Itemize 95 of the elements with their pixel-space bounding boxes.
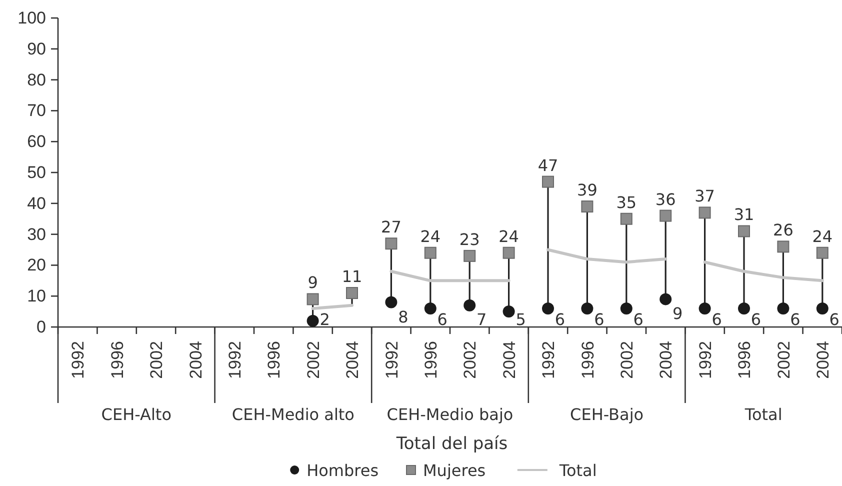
data-label: 5 — [516, 310, 526, 329]
x-tick-label: 2002 — [618, 341, 637, 379]
x-tick-label: 1996 — [264, 341, 284, 379]
y-tick-label: 10 — [27, 286, 46, 306]
data-label: 35 — [616, 192, 637, 212]
y-tick-label: 50 — [27, 162, 46, 182]
x-tick-label: 1996 — [422, 341, 441, 379]
data-label: 26 — [773, 220, 794, 240]
point — [581, 302, 594, 314]
data-label: 6 — [594, 310, 604, 329]
data-label: 8 — [398, 307, 408, 326]
data-label: 6 — [633, 310, 644, 329]
point — [306, 293, 319, 306]
text: CEH-Medio bajo — [386, 405, 514, 424]
x-axis-title: Total del país — [395, 434, 508, 454]
y-tick-label: 0 — [36, 317, 46, 336]
data-label: 23 — [459, 230, 480, 249]
data-label: 47 — [538, 156, 558, 175]
text: CEH-Medio alto — [232, 405, 354, 424]
x-tick-label: 2004 — [814, 341, 833, 379]
point — [502, 246, 515, 259]
point — [816, 302, 828, 314]
point — [346, 287, 358, 300]
x-tick-label: 1992 — [68, 341, 88, 379]
y-tick-label: 90 — [27, 39, 46, 58]
y-tick-label: 30 — [27, 224, 46, 244]
point — [620, 212, 632, 225]
point — [581, 200, 594, 212]
point — [542, 302, 554, 314]
data-label: 36 — [655, 190, 676, 209]
point — [542, 176, 554, 188]
y-tick-label: 40 — [27, 194, 46, 213]
data-label: 6 — [437, 310, 448, 329]
text: CEH-Alto — [101, 405, 172, 424]
x-tick-label: 2004 — [186, 341, 206, 379]
point — [424, 302, 436, 314]
data-label: 39 — [577, 180, 598, 200]
x-tick-label: 2004 — [500, 341, 519, 379]
data-label: 24 — [420, 226, 441, 246]
data-label: 27 — [381, 218, 402, 237]
point — [424, 246, 436, 259]
point — [738, 302, 750, 314]
point — [502, 306, 515, 318]
point — [660, 210, 672, 222]
x-tick-label: 1992 — [382, 341, 402, 379]
x-tick-label: 2004 — [343, 341, 362, 379]
text: Total — [744, 405, 782, 424]
x-tick-label: 1992 — [226, 341, 245, 379]
y-tick-label: 70 — [27, 101, 46, 120]
x-tick-label: 2002 — [304, 341, 323, 379]
data-label: 6 — [750, 310, 762, 329]
data-label: 37 — [694, 186, 715, 206]
x-tick-label: 2004 — [656, 341, 676, 379]
legend-label: Hombres — [306, 461, 379, 480]
data-label: 31 — [734, 205, 754, 224]
point — [698, 302, 711, 314]
point — [464, 250, 476, 262]
data-label: 6 — [829, 310, 840, 329]
x-tick-label: 1992 — [539, 341, 558, 379]
point — [620, 302, 632, 314]
y-tick-label: 100 — [18, 8, 46, 28]
x-tick-label: 1992 — [696, 341, 715, 379]
data-label: 6 — [790, 310, 800, 329]
point — [698, 206, 711, 219]
y-tick-label: 80 — [27, 70, 46, 90]
point — [464, 299, 476, 312]
data-label: 9 — [308, 273, 318, 292]
legend-label: Total — [558, 461, 597, 480]
point — [777, 302, 790, 314]
text: CEH-Bajo — [570, 405, 644, 424]
x-tick-label: 2002 — [774, 341, 794, 379]
point — [306, 314, 319, 327]
data-label: 2 — [320, 310, 330, 329]
data-label: 6 — [712, 310, 722, 329]
data-label: 24 — [498, 226, 519, 246]
point — [385, 238, 398, 250]
x-tick-label: 2002 — [147, 341, 166, 379]
legend-label: Mujeres — [423, 461, 486, 480]
data-label: 9 — [672, 304, 683, 324]
point — [385, 296, 398, 308]
x-tick-label: 1996 — [578, 341, 598, 379]
x-tick-label: 2002 — [460, 341, 480, 379]
data-label: 6 — [554, 310, 566, 329]
line-series — [703, 260, 824, 282]
data-label: 11 — [342, 267, 362, 286]
data-label: 7 — [476, 310, 487, 329]
data-label: 24 — [812, 226, 833, 246]
y-tick-label: 20 — [27, 256, 46, 275]
x-tick-label: 1996 — [735, 341, 754, 379]
point — [816, 246, 828, 259]
point — [777, 240, 790, 253]
y-tick-label: 60 — [27, 132, 46, 152]
point — [660, 293, 672, 306]
x-tick-label: 1996 — [108, 341, 127, 379]
point — [738, 225, 750, 238]
